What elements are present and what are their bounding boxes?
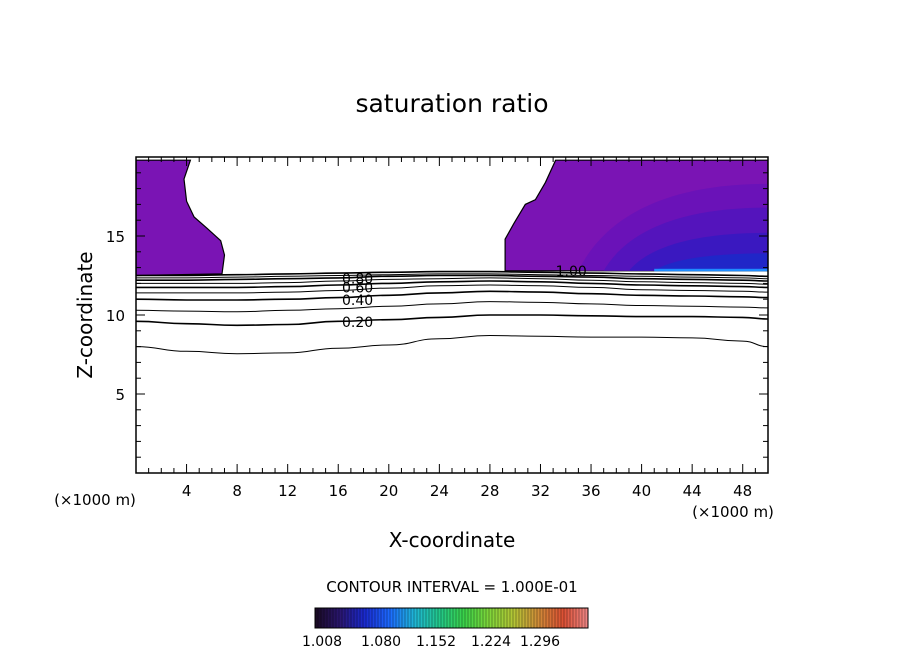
shaded-region [136, 159, 226, 277]
x-tick-label: 24 [430, 482, 449, 500]
contour-label: 0.60 [342, 280, 373, 296]
contour-label: 0.20 [342, 315, 373, 331]
colorbar-tick-label: 1.296 [520, 634, 560, 650]
shading-level [654, 253, 768, 271]
contour-line [136, 301, 768, 313]
x-axis-unit: (×1000 m) [692, 503, 774, 521]
contour-line [136, 334, 768, 355]
x-tick-label: 16 [329, 482, 348, 500]
contour-line [136, 273, 768, 280]
contour-line [136, 284, 768, 294]
x-tick-label: 4 [182, 482, 192, 500]
x-tick-label: 32 [531, 482, 550, 500]
colorbar: 1.008 1.080 1.152 1.224 1.296 [302, 607, 589, 650]
y-axis-label: Z-coordinate [73, 251, 97, 378]
x-tick-label: 12 [278, 482, 297, 500]
contour-line [136, 270, 768, 278]
y-tick-label: 10 [106, 307, 125, 325]
y-tick-label: 5 [115, 386, 125, 404]
x-tick-label: 20 [379, 482, 398, 500]
contour-interval-label: CONTOUR INTERVAL = 1.000E-01 [326, 578, 577, 596]
chart-title: saturation ratio [355, 89, 548, 118]
y-tick-label: 15 [106, 228, 125, 246]
contour-line [136, 314, 768, 327]
contour-line [136, 277, 768, 285]
contour-line [136, 280, 768, 289]
contour-line [136, 290, 768, 301]
colorbar-tick-label: 1.008 [302, 634, 342, 650]
x-tick-label: 44 [683, 482, 702, 500]
colorbar-frame [314, 607, 589, 629]
x-tick-label: 48 [733, 482, 752, 500]
colorbar-tick-label: 1.080 [361, 634, 401, 650]
y-axis-unit: (×1000 m) [54, 491, 136, 509]
contour-label: 1.00 [556, 264, 587, 280]
colorbar-gradient [315, 608, 588, 628]
x-tick-label: 36 [581, 482, 600, 500]
x-tick-label: 8 [232, 482, 242, 500]
contour-label: 0.40 [342, 293, 373, 309]
contour-label: 0.80 [342, 272, 373, 288]
colorbar-tick-label: 1.224 [471, 634, 511, 650]
shading-peak-band [654, 268, 768, 272]
colorbar-tick-label: 1.152 [416, 634, 456, 650]
x-tick-label: 40 [632, 482, 651, 500]
x-axis-label: X-coordinate [389, 528, 516, 552]
x-tick-label: 28 [480, 482, 499, 500]
contour-line [136, 274, 768, 282]
plot-area: 0.800.600.40 0.20 1.00 [136, 159, 768, 355]
